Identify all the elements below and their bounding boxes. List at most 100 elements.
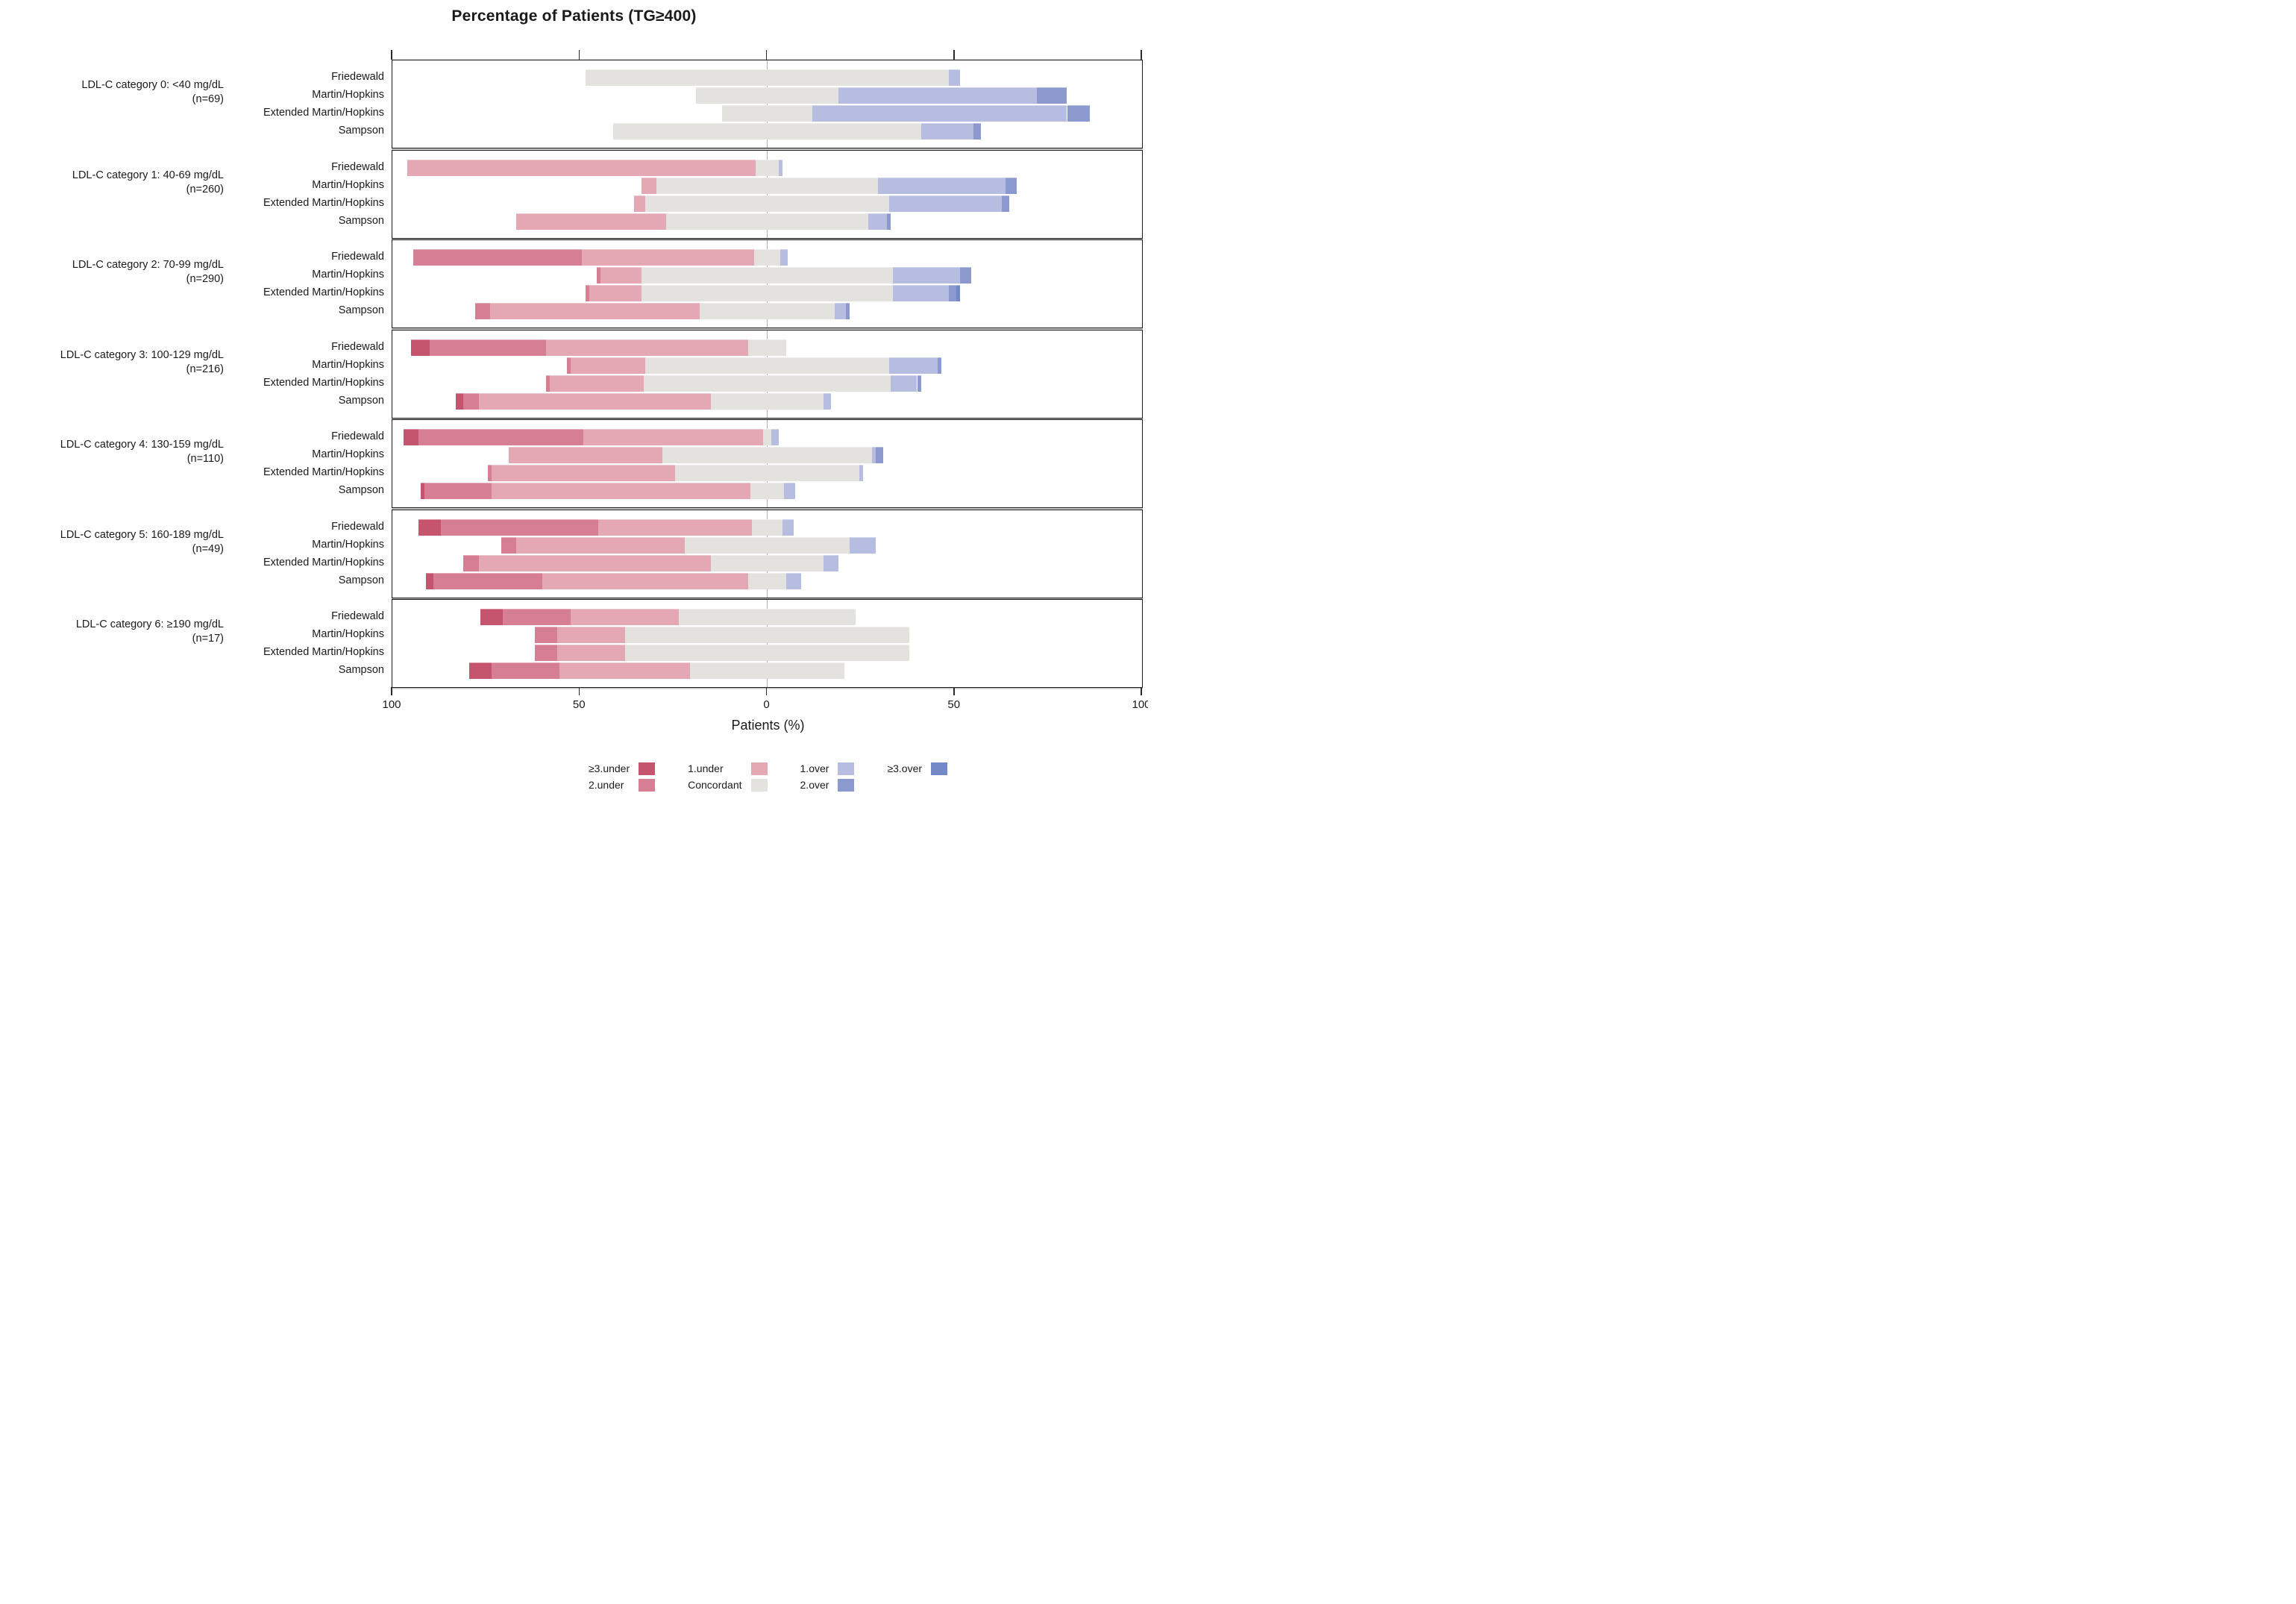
category-label-line1: LDL-C category 5: 160-189 mg/dL [60, 528, 224, 541]
category-label: LDL-C category 0: <40 mg/dL (n=69) [0, 78, 224, 107]
legend-label-over_2: 2.over [800, 779, 829, 791]
bar-segment-over_2 [887, 213, 891, 230]
panel-category-3 [392, 329, 1143, 419]
method-label: Sampson [338, 664, 384, 676]
bar-segment-under_1 [542, 572, 749, 589]
bar-segment-concordant [613, 123, 921, 140]
legend-label-ge3_under: ≥3.under [588, 762, 630, 774]
method-label: Friedewald [331, 251, 384, 263]
x-axis-tick [391, 687, 392, 695]
bar-segment-under_1 [546, 339, 749, 356]
method-label: Extended Martin/Hopkins [263, 376, 384, 389]
zero-gridline [766, 420, 768, 507]
figure: Percentage of Patients (TG≥400) Friedewa… [0, 0, 1148, 802]
panel-category-6 [392, 599, 1143, 688]
x-axis-tick-label: 100 [382, 698, 401, 711]
method-label: Friedewald [331, 610, 384, 622]
legend-column: ≥3.under 2.under [588, 762, 656, 792]
bar-segment-concordant [656, 177, 878, 194]
bar-segment-under_2 [488, 465, 492, 481]
bar-row [392, 609, 1142, 625]
bar-segment-concordant [642, 285, 893, 301]
method-label: Martin/Hopkins [312, 178, 384, 191]
bar-segment-ge3_under [456, 392, 464, 410]
bar-segment-under_2 [534, 645, 558, 661]
category-n-label: (n=69) [192, 93, 224, 105]
category-n-label: (n=17) [192, 633, 224, 645]
bar-row [392, 357, 1142, 374]
bar-row [392, 429, 1142, 445]
category-n-label: (n=260) [186, 183, 224, 195]
bar-segment-under_1 [570, 357, 646, 374]
bar-segment-concordant [711, 554, 824, 571]
method-label: Martin/Hopkins [312, 538, 384, 551]
bar-segment-under_1 [508, 447, 662, 463]
bar-segment-concordant [684, 536, 850, 554]
bar-segment-concordant [763, 429, 771, 445]
bar-segment-concordant [585, 69, 950, 86]
bar-segment-under_1 [600, 267, 642, 283]
bar-row [392, 447, 1142, 463]
category-label-line1: LDL-C category 2: 70-99 mg/dL [72, 259, 224, 271]
category-n-label: (n=49) [192, 542, 224, 555]
legend-swatch-under_2 [639, 779, 656, 792]
bar-segment-under_1 [570, 609, 680, 625]
x-axis-title: Patients (%) [731, 718, 805, 733]
bar-segment-over_1 [823, 554, 838, 571]
bar-segment-over_1 [784, 483, 796, 499]
bar-segment-concordant [679, 609, 856, 625]
bar-row [392, 267, 1142, 283]
bar-segment-under_1 [478, 554, 712, 571]
bar-row [392, 572, 1142, 589]
bar-row [392, 303, 1142, 319]
bar-row [392, 519, 1142, 536]
bar-segment-over_1 [868, 213, 888, 230]
bar-segment-concordant [752, 519, 782, 536]
category-label: LDL-C category 2: 70-99 mg/dL (n=290) [0, 258, 224, 286]
bar-segment-over_1 [877, 177, 1006, 194]
bar-segment-concordant [645, 195, 889, 212]
plot-area [392, 60, 1144, 688]
category-label: LDL-C category 3: 100-129 mg/dL (n=216) [0, 348, 224, 377]
bar-segment-over_1 [812, 105, 1067, 122]
bar-segment-under_2 [566, 357, 571, 374]
bar-segment-under_2 [418, 429, 584, 445]
bar-segment-ge3_under [480, 609, 504, 625]
zero-gridline [766, 510, 768, 598]
category-n-label: (n=290) [186, 273, 224, 285]
bar-segment-under_1 [492, 465, 676, 481]
method-label: Martin/Hopkins [312, 358, 384, 371]
method-label: Friedewald [331, 160, 384, 173]
bar-segment-over_1 [888, 357, 938, 374]
bar-row [392, 465, 1142, 481]
zero-gridline [766, 330, 768, 418]
category-label: LDL-C category 1: 40-69 mg/dL (n=260) [0, 169, 224, 197]
bar-row [392, 123, 1142, 140]
bar-segment-under_1 [478, 392, 712, 410]
bar-segment-under_1 [492, 483, 750, 499]
bar-segment-under_2 [596, 267, 600, 283]
bar-segment-concordant [643, 375, 891, 392]
bar-segment-under_2 [546, 375, 551, 392]
bar-segment-concordant [624, 627, 910, 643]
bar-segment-ge3_under [420, 483, 424, 499]
x-axis-tick-label: 0 [763, 698, 770, 711]
panel-category-2 [392, 239, 1143, 328]
method-label: Extended Martin/Hopkins [263, 556, 384, 568]
bar-segment-ge3_under [426, 572, 434, 589]
bar-segment-under_1 [559, 662, 691, 679]
bar-segment-concordant [753, 249, 781, 266]
bar-segment-over_1 [785, 572, 801, 589]
category-label: LDL-C category 4: 130-159 mg/dL (n=110) [0, 438, 224, 466]
bar-row [392, 249, 1142, 266]
bar-segment-under_2 [424, 483, 492, 499]
method-label: Martin/Hopkins [312, 448, 384, 460]
bar-segment-over_2 [949, 285, 957, 301]
method-label: Sampson [338, 125, 384, 137]
bar-segment-ge3_over [956, 285, 961, 301]
bar-segment-under_1 [642, 177, 657, 194]
bar-row [392, 195, 1142, 212]
bar-row [392, 554, 1142, 571]
bar-segment-over_1 [823, 392, 831, 410]
bar-segment-under_1 [557, 627, 625, 643]
